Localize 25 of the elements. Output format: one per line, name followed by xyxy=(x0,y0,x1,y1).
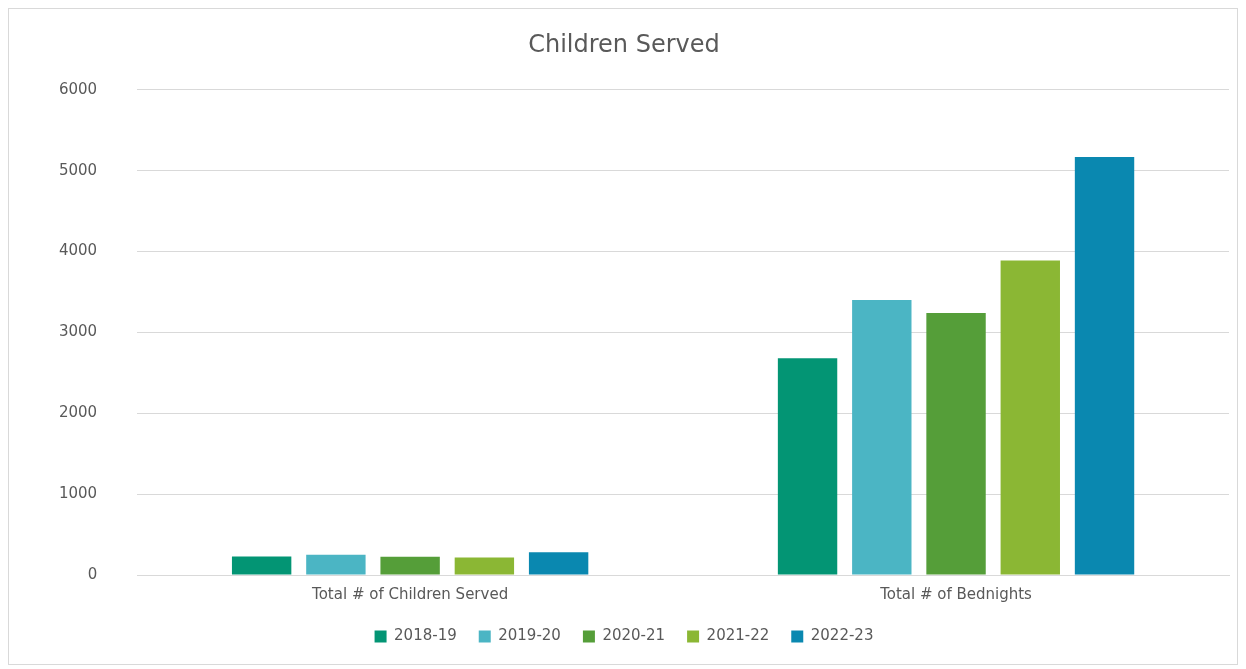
bar xyxy=(777,358,838,575)
bar xyxy=(231,556,292,575)
x-tick-label: Total # of Bednights xyxy=(879,584,1033,603)
legend-label: 2022-23 xyxy=(810,626,874,645)
legend-label: 2019-20 xyxy=(498,626,561,645)
bar xyxy=(926,312,986,575)
bar xyxy=(1074,156,1135,575)
y-tick-label: 6000 xyxy=(58,79,98,98)
y-tick-label: 4000 xyxy=(58,241,98,260)
bar xyxy=(528,552,589,575)
y-tick-label: 1000 xyxy=(58,484,98,503)
bar xyxy=(306,554,366,575)
legend-label: 2018-19 xyxy=(394,626,457,645)
y-tick-label: 3000 xyxy=(58,322,98,341)
bar xyxy=(454,557,515,575)
bar xyxy=(380,556,440,575)
bar xyxy=(852,300,912,575)
chart-title: Children Served xyxy=(528,29,720,58)
legend-label: 2021-22 xyxy=(706,626,770,645)
y-tick-label: 5000 xyxy=(58,160,98,179)
x-tick-label: Total # of Children Served xyxy=(311,584,509,603)
y-tick-label: 0 xyxy=(87,564,98,583)
y-tick-label: 2000 xyxy=(58,403,98,422)
bar xyxy=(1000,260,1060,575)
legend-label: 2020-21 xyxy=(602,626,666,645)
